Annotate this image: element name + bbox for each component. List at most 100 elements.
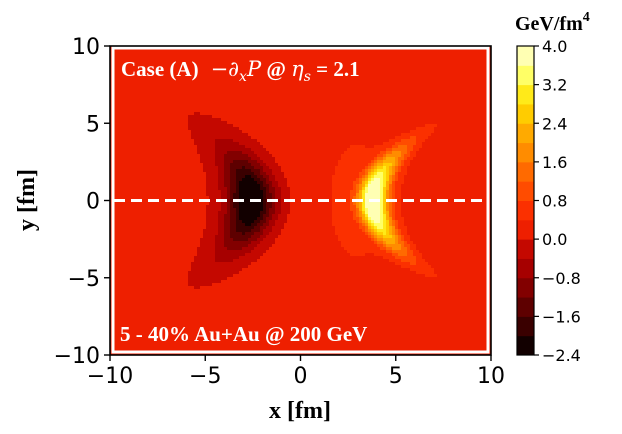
contour-cell — [254, 151, 270, 155]
contour-cell — [374, 229, 378, 233]
contour-cell — [389, 196, 393, 200]
contour-cell — [371, 235, 375, 239]
contour-cell — [230, 205, 234, 209]
contour-cell — [233, 205, 240, 209]
contour-cell — [365, 172, 369, 176]
contour-cell — [110, 64, 491, 68]
contour-cell — [242, 220, 255, 224]
contour-cell — [395, 241, 399, 245]
contour-cell — [206, 226, 219, 230]
contour-cell — [356, 211, 360, 215]
contour-cell — [224, 229, 231, 233]
contour-cell — [398, 172, 408, 176]
contour-cell — [407, 151, 411, 155]
contour-cell — [110, 205, 207, 209]
contour-cell — [110, 61, 491, 65]
contour-cell — [260, 172, 267, 176]
contour-cell — [110, 82, 491, 86]
contour-cell — [263, 160, 276, 164]
contour-cell — [362, 223, 366, 227]
contour-cell — [110, 256, 195, 260]
contour-cell — [218, 181, 225, 185]
contour-cell — [110, 220, 207, 224]
contour-cell — [410, 238, 491, 242]
contour-cell — [278, 181, 288, 185]
contour-cell — [371, 181, 381, 185]
contour-cell — [272, 244, 342, 248]
colorbar-segment — [517, 46, 534, 66]
contour-cell — [263, 214, 270, 218]
contour-cell — [335, 169, 363, 173]
contour-cell — [395, 220, 399, 224]
contour-cell — [428, 136, 491, 140]
contour-cell — [110, 79, 491, 83]
contour-cell — [398, 145, 408, 149]
colorbar-segment — [517, 161, 534, 182]
contour-cell — [332, 211, 354, 215]
contour-cell — [389, 187, 393, 191]
contour-cell — [230, 232, 243, 236]
contour-cell — [416, 151, 491, 155]
contour-cell — [395, 178, 399, 182]
contour-cell — [110, 253, 198, 257]
contour-cell — [416, 262, 429, 266]
contour-cell — [377, 166, 384, 170]
contour-cell — [392, 196, 396, 200]
contour-cell — [365, 208, 369, 212]
contour-cell — [215, 148, 252, 152]
contour-cell — [224, 181, 231, 185]
contour-cell — [392, 145, 399, 149]
contour-cell — [218, 229, 225, 233]
contour-cell — [110, 310, 491, 314]
contour-cell — [230, 220, 237, 224]
contour-cell — [392, 217, 396, 221]
contour-cell — [401, 151, 408, 155]
contour-cell — [395, 214, 402, 218]
contour-cell — [383, 205, 387, 209]
contour-cell — [110, 271, 189, 275]
contour-cell — [215, 139, 234, 143]
contour-cell — [257, 238, 264, 242]
case-label: Case (A) — [121, 57, 199, 81]
contour-cell — [353, 181, 360, 185]
contour-cell — [263, 223, 270, 227]
contour-cell — [260, 241, 276, 245]
contour-cell — [215, 154, 225, 158]
contour-cell — [257, 160, 264, 164]
contour-cell — [389, 181, 393, 185]
contour-cell — [401, 247, 408, 251]
contour-cell — [377, 172, 384, 176]
contour-cell — [287, 214, 333, 218]
contour-cell — [110, 238, 201, 242]
contour-cell — [233, 193, 240, 197]
contour-cell — [230, 202, 234, 206]
contour-cell — [377, 157, 384, 161]
contour-cell — [188, 277, 228, 281]
contour-cell — [272, 205, 276, 209]
contour-cell — [254, 232, 264, 236]
contour-cell — [368, 187, 381, 191]
contour-cell — [110, 178, 207, 182]
contour-cell — [110, 331, 491, 335]
contour-cell — [368, 163, 372, 167]
contour-cell — [359, 226, 366, 230]
contour-cell — [395, 217, 405, 221]
eta-value: = 2.1 — [311, 57, 360, 81]
contour-cell — [110, 199, 210, 203]
contour-cell — [425, 259, 491, 263]
contour-cell — [110, 301, 491, 305]
contour-cell — [227, 190, 231, 194]
contour-cell — [368, 232, 372, 236]
contour-cell — [383, 166, 387, 170]
contour-cell — [224, 223, 231, 227]
contour-cell — [362, 184, 366, 188]
contour-cell — [386, 244, 402, 248]
contour-cell — [362, 214, 366, 218]
contour-cell — [422, 253, 491, 257]
contour-cell — [398, 253, 408, 257]
contour-cell — [434, 271, 491, 275]
contour-cell — [380, 181, 384, 185]
contour-cell — [215, 256, 240, 260]
contour-cell — [230, 187, 237, 191]
contour-cell — [401, 214, 491, 218]
